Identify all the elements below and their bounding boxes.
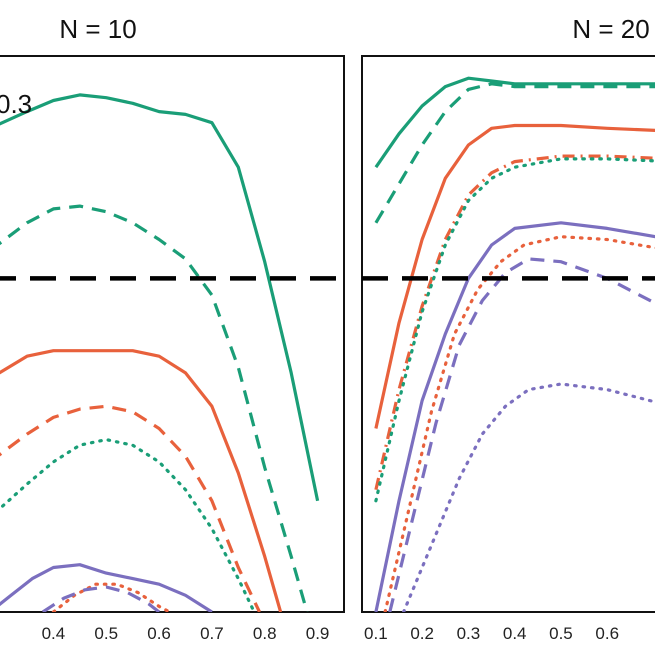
panel-n10: N = 10 0.3 0.4 0.5 0.6 0.7 0.8 0.9 <box>0 14 345 643</box>
x-tick-label: 0.2 <box>410 624 434 643</box>
series-line-n20-3 <box>374 154 655 491</box>
series-line-n20-0 <box>374 76 655 169</box>
series-line-n10-2 <box>0 349 283 612</box>
x-tick-labels-n10: 0.4 0.5 0.6 0.7 0.8 0.9 <box>42 624 330 643</box>
series-line-n10-1 <box>0 204 309 612</box>
series-line-n10-0 <box>0 93 320 502</box>
x-tick-label: 0.8 <box>253 624 277 643</box>
series-group-n20 <box>374 76 655 612</box>
series-line-n20-1 <box>374 82 655 224</box>
x-tick-label: 0.5 <box>94 624 118 643</box>
x-tick-label: 0.5 <box>549 624 573 643</box>
x-tick-label: 0.4 <box>42 624 66 643</box>
x-tick-label: 0.7 <box>200 624 224 643</box>
series-line-n20-5 <box>374 221 655 612</box>
panel-annotation: 0.3 <box>0 89 32 119</box>
series-line-n20-6 <box>383 235 655 612</box>
plot-frame-n10 <box>0 55 345 613</box>
series-line-n10-7 <box>41 585 161 612</box>
series-line-n20-2 <box>374 123 655 429</box>
plot-frame-n20 <box>361 55 655 613</box>
series-line-n10-5 <box>0 563 213 612</box>
x-tick-label: 0.6 <box>595 624 619 643</box>
series-line-n20-8 <box>402 382 655 612</box>
panel-title-n10: N = 10 <box>59 14 136 44</box>
x-tick-label: 0.1 <box>364 624 388 643</box>
x-tick-label: 0.6 <box>147 624 171 643</box>
series-line-n10-3 <box>0 404 261 612</box>
x-tick-label: 0.3 <box>457 624 481 643</box>
x-tick-labels-n20: 0.1 0.2 0.3 0.4 0.5 0.6 <box>364 624 619 643</box>
series-line-n20-7 <box>388 257 655 612</box>
series-group-n10 <box>0 93 320 612</box>
x-tick-label: 0.9 <box>306 624 330 643</box>
series-line-n10-4 <box>0 438 256 612</box>
series-line-n20-4 <box>374 157 655 503</box>
panel-n20: N = 20 0.1 0.2 0.3 0.4 0.5 0.6 <box>361 14 655 643</box>
panel-title-n20: N = 20 <box>572 14 649 44</box>
x-tick-label: 0.4 <box>503 624 527 643</box>
